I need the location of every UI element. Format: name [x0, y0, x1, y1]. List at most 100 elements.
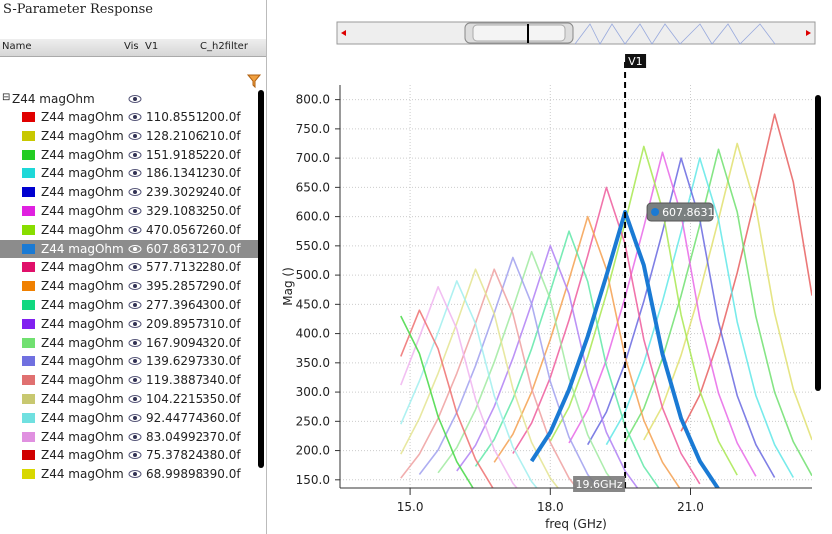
eye-icon[interactable]: [128, 394, 142, 404]
eye-icon[interactable]: [128, 319, 142, 329]
series-line[interactable]: [400, 309, 513, 511]
eye-icon[interactable]: [128, 432, 142, 442]
cell: Z44 magOhm: [41, 185, 124, 200]
scrollbar[interactable]: [258, 90, 264, 468]
tree-row[interactable]: Z44 magOhm 209.8957 310.0f: [0, 315, 258, 333]
series-line[interactable]: [680, 113, 812, 432]
tree-row[interactable]: Z44 magOhm 329.1083 250.0f: [0, 202, 258, 220]
series-line[interactable]: [400, 268, 588, 502]
series-line[interactable]: [643, 142, 812, 441]
tree-row[interactable]: Z44 magOhm 75.37824 380.0f: [0, 446, 258, 464]
cell: Z44 magOhm: [41, 147, 124, 162]
tree-group[interactable]: ⊟ Z44 magOhm: [0, 90, 258, 108]
eye-icon[interactable]: [128, 244, 142, 254]
tree-row[interactable]: Z44 magOhm 577.7132 280.0f: [0, 258, 258, 276]
cell: 230.0f: [202, 166, 241, 181]
cell: 92.44774: [146, 410, 204, 425]
tree-row[interactable]: Z44 magOhm 68.99898 390.0f: [0, 465, 258, 483]
tree-row[interactable]: Z44 magOhm 277.3964 300.0f: [0, 296, 258, 314]
header-cell[interactable]: Name: [2, 41, 32, 52]
series-line[interactable]: [587, 157, 776, 478]
eye-icon[interactable]: [128, 300, 142, 310]
series-line[interactable]: [418, 256, 606, 500]
x-value-label: 19.6GHz: [576, 478, 623, 491]
tree-row[interactable]: Z44 magOhm 151.9185 220.0f: [0, 146, 258, 164]
color-swatch: [22, 206, 35, 216]
tree-row[interactable]: Z44 magOhm 83.04992 370.0f: [0, 428, 258, 446]
series-line[interactable]: [400, 280, 551, 505]
cell: 270.0f: [202, 241, 241, 256]
expand-icon[interactable]: ⊟: [2, 92, 11, 103]
tree-row[interactable]: Z44 magOhm 110.8551 200.0f: [0, 108, 258, 126]
color-swatch: [22, 262, 35, 273]
color-swatch: [22, 224, 35, 235]
tree-row[interactable]: Z44 magOhm 395.2857 290.0f: [0, 277, 258, 295]
cell: 240.0f: [202, 185, 241, 200]
y-tick-label: 650.0: [296, 180, 330, 194]
series-line[interactable]: [512, 186, 701, 485]
eye-icon[interactable]: [128, 168, 142, 178]
color-swatch: [22, 375, 35, 386]
color-swatch: [22, 168, 35, 179]
eye-icon[interactable]: [128, 469, 142, 479]
series-line[interactable]: [605, 157, 794, 478]
eye-icon[interactable]: [128, 150, 142, 160]
cell: Z44 magOhm: [41, 128, 124, 143]
eye-icon[interactable]: [128, 131, 142, 141]
eye-icon[interactable]: [128, 338, 142, 348]
cell: 380.0f: [202, 448, 241, 463]
eye-icon[interactable]: [128, 375, 142, 385]
eye-icon[interactable]: [128, 225, 142, 235]
tree-row[interactable]: Z44 magOhm 119.3887 340.0f: [0, 371, 258, 389]
x-tick-label: 15.0: [397, 500, 424, 514]
cursor-name: V1: [628, 55, 643, 68]
header-cell[interactable]: C_h2filter: [200, 41, 248, 52]
eye-icon[interactable]: [128, 206, 142, 216]
filter-icon[interactable]: [246, 73, 262, 89]
tree-row[interactable]: Z44 magOhm 167.9094 320.0f: [0, 334, 258, 352]
series-line[interactable]: [400, 268, 569, 502]
eye-icon[interactable]: [128, 94, 142, 104]
y-tick-label: 800.0: [296, 93, 330, 107]
series-line[interactable]: [624, 148, 812, 477]
header-cell[interactable]: Vis: [124, 41, 139, 52]
y-axis-label: Mag (): [281, 267, 295, 306]
tree-row[interactable]: Z44 magOhm 607.8631 270.0f: [0, 239, 258, 258]
eye-icon[interactable]: [128, 450, 142, 460]
eye-icon[interactable]: [128, 281, 142, 291]
series-line[interactable]: [549, 145, 738, 476]
cell: 139.6297: [146, 354, 204, 369]
series-line[interactable]: [474, 230, 663, 493]
chart-scrollbar[interactable]: [815, 95, 821, 391]
y-tick-label: 250.0: [296, 414, 330, 428]
tree-row[interactable]: Z44 magOhm 239.3029 240.0f: [0, 183, 258, 201]
cell: Z44 magOhm: [41, 316, 124, 331]
series-line[interactable]: [400, 286, 532, 506]
series-line[interactable]: [493, 215, 681, 491]
series-line[interactable]: [437, 250, 625, 498]
eye-icon[interactable]: [128, 187, 142, 197]
tree-row[interactable]: Z44 magOhm 104.2215 350.0f: [0, 390, 258, 408]
tree-row[interactable]: Z44 magOhm 470.0567 260.0f: [0, 221, 258, 239]
overview-bar[interactable]: [336, 21, 816, 45]
tree-row[interactable]: Z44 magOhm 186.1341 230.0f: [0, 164, 258, 182]
tree-row[interactable]: Z44 magOhm 128.2106 210.0f: [0, 127, 258, 145]
color-swatch: [22, 337, 35, 348]
tree-row[interactable]: Z44 magOhm 139.6297 330.0f: [0, 352, 258, 370]
series-line[interactable]: [456, 245, 644, 497]
series-line[interactable]: [400, 315, 494, 512]
cursor[interactable]: V1 19.6GHz 607.8631: [573, 54, 715, 492]
series-line[interactable]: [529, 209, 721, 489]
cell: 277.3964: [146, 298, 204, 312]
eye-icon[interactable]: [128, 112, 142, 122]
panel-title: S-Parameter Response: [3, 2, 153, 17]
color-swatch: [22, 281, 35, 292]
eye-icon[interactable]: [128, 413, 142, 423]
eye-icon[interactable]: [128, 356, 142, 366]
series-line[interactable]: [568, 151, 757, 477]
tree-row[interactable]: Z44 magOhm 92.44774 360.0f: [0, 409, 258, 427]
cell: 119.3887: [146, 373, 204, 388]
eye-icon[interactable]: [128, 262, 142, 272]
header-cell[interactable]: V1: [145, 41, 159, 52]
x-value-box: [573, 476, 626, 492]
